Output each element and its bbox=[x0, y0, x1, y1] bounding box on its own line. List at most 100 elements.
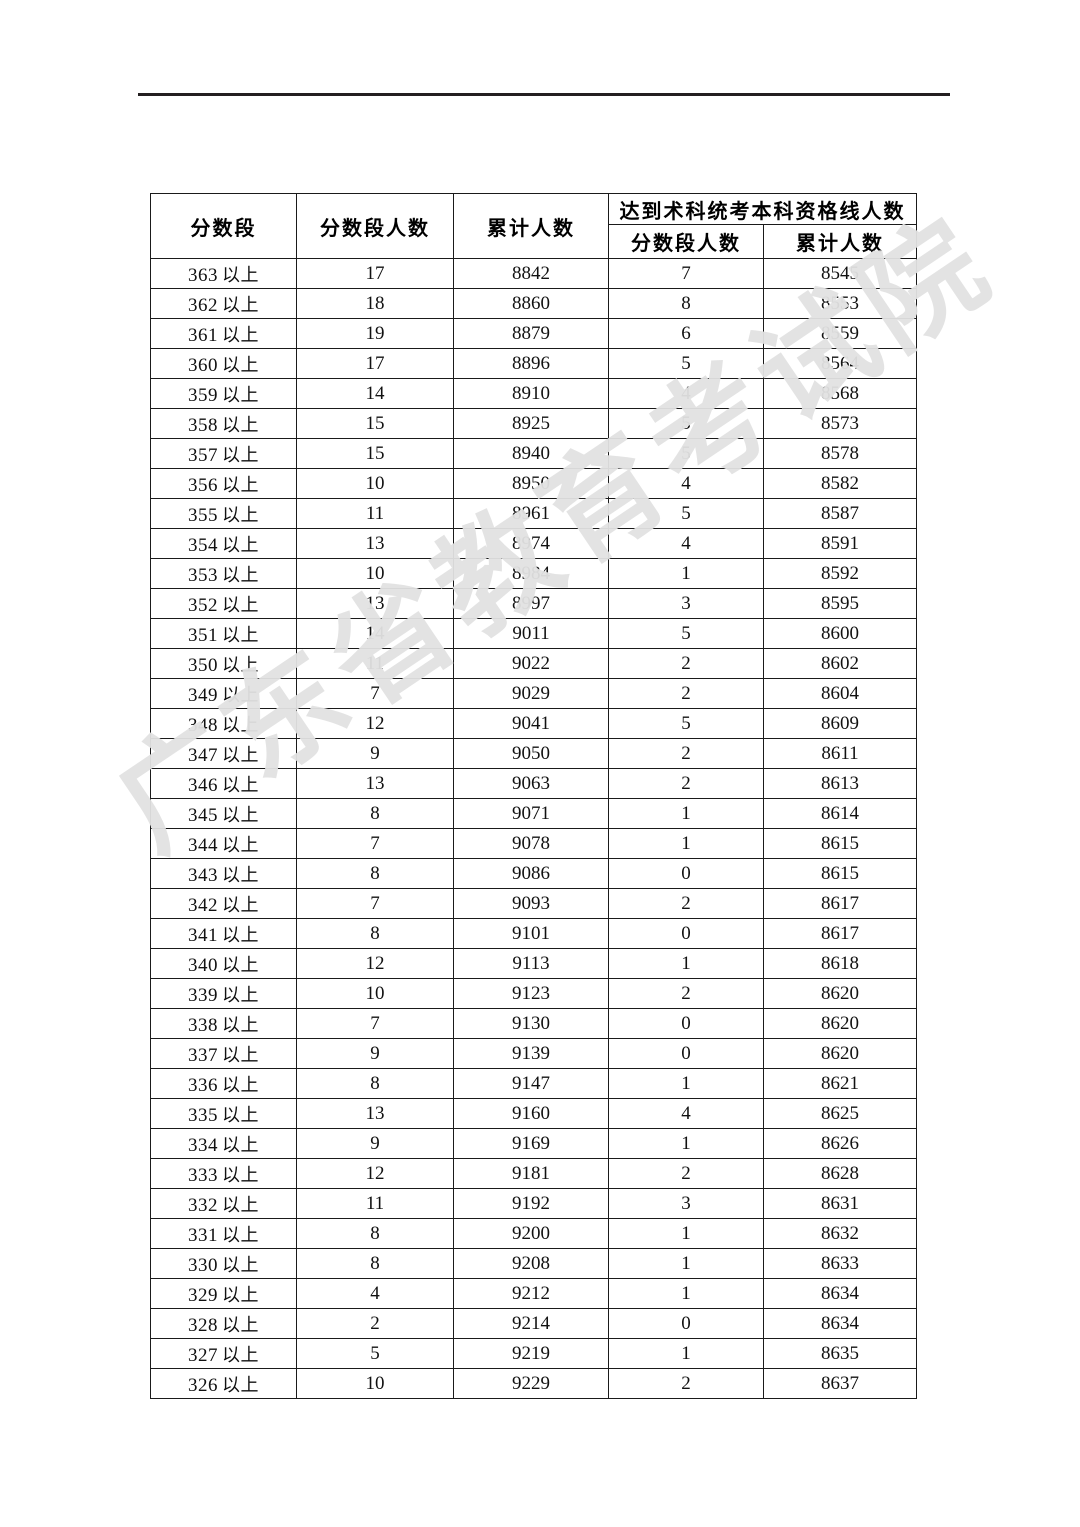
cell-segment-count: 10 bbox=[296, 1368, 454, 1399]
table-row: 338 以上 7 9130 0 8620 bbox=[150, 1008, 917, 1039]
cell-cumulative-count: 8860 bbox=[453, 288, 609, 319]
cell-qualified-cumulative-count: 8609 bbox=[763, 708, 917, 739]
cell-cumulative-count: 9050 bbox=[453, 738, 609, 769]
table-row: 332 以上 11 9192 3 8631 bbox=[150, 1188, 917, 1219]
cell-qualified-cumulative-count: 8573 bbox=[763, 408, 917, 439]
cell-qualified-segment-count: 1 bbox=[608, 1248, 764, 1279]
cell-score-band: 360 以上 bbox=[150, 348, 297, 379]
table-row: 354 以上 13 8974 4 8591 bbox=[150, 528, 917, 559]
cell-score-band: 362 以上 bbox=[150, 288, 297, 319]
cell-qualified-cumulative-count: 8625 bbox=[763, 1098, 917, 1129]
cell-qualified-segment-count: 0 bbox=[608, 1308, 764, 1339]
cell-segment-count: 15 bbox=[296, 438, 454, 469]
cell-qualified-cumulative-count: 8595 bbox=[763, 588, 917, 619]
cell-qualified-segment-count: 1 bbox=[608, 1338, 764, 1369]
score-band-suffix: 以上 bbox=[222, 1344, 259, 1365]
cell-qualified-segment-count: 2 bbox=[608, 738, 764, 769]
table-row: 341 以上 8 9101 0 8617 bbox=[150, 918, 917, 949]
score-band-suffix: 以上 bbox=[222, 1254, 259, 1275]
cell-segment-count: 9 bbox=[296, 1038, 454, 1069]
cell-score-band: 355 以上 bbox=[150, 498, 297, 529]
cell-qualified-segment-count: 2 bbox=[608, 978, 764, 1009]
cell-cumulative-count: 9212 bbox=[453, 1278, 609, 1309]
cell-cumulative-count: 8940 bbox=[453, 438, 609, 469]
cell-score-band: 328 以上 bbox=[150, 1308, 297, 1339]
cell-cumulative-count: 8997 bbox=[453, 588, 609, 619]
cell-segment-count: 10 bbox=[296, 468, 454, 499]
score-band-suffix: 以上 bbox=[222, 624, 259, 645]
cell-score-band: 350 以上 bbox=[150, 648, 297, 679]
cell-qualified-cumulative-count: 8587 bbox=[763, 498, 917, 529]
cell-segment-count: 14 bbox=[296, 378, 454, 409]
cell-qualified-cumulative-count: 8553 bbox=[763, 288, 917, 319]
score-band-suffix: 以上 bbox=[222, 654, 259, 675]
cell-cumulative-count: 8842 bbox=[453, 258, 609, 289]
cell-segment-count: 11 bbox=[296, 498, 454, 529]
score-band-suffix: 以上 bbox=[222, 1194, 259, 1215]
table-row: 333 以上 12 9181 2 8628 bbox=[150, 1158, 917, 1189]
cell-score-band: 351 以上 bbox=[150, 618, 297, 649]
table-row: 331 以上 8 9200 1 8632 bbox=[150, 1218, 917, 1249]
cell-qualified-segment-count: 1 bbox=[608, 558, 764, 589]
cell-score-band: 363 以上 bbox=[150, 258, 297, 289]
cell-qualified-cumulative-count: 8618 bbox=[763, 948, 917, 979]
cell-segment-count: 8 bbox=[296, 1218, 454, 1249]
page-header-rule bbox=[138, 93, 950, 96]
table-row: 360 以上 17 8896 5 8564 bbox=[150, 348, 917, 379]
table-row: 328 以上 2 9214 0 8634 bbox=[150, 1308, 917, 1339]
cell-qualified-cumulative-count: 8634 bbox=[763, 1278, 917, 1309]
score-distribution-table: 分数段 分数段人数 累计人数 达到术科统考本科资格线人数 分数段人数 累计人数 … bbox=[150, 193, 917, 1399]
cell-qualified-cumulative-count: 8582 bbox=[763, 468, 917, 499]
table-row: 351 以上 14 9011 5 8600 bbox=[150, 618, 917, 649]
score-band-suffix: 以上 bbox=[222, 1374, 259, 1395]
cell-qualified-cumulative-count: 8617 bbox=[763, 888, 917, 919]
cell-cumulative-count: 8974 bbox=[453, 528, 609, 559]
score-distribution-table-wrapper: 分数段 分数段人数 累计人数 达到术科统考本科资格线人数 分数段人数 累计人数 … bbox=[150, 193, 917, 1399]
cell-cumulative-count: 9101 bbox=[453, 918, 609, 949]
cell-qualified-cumulative-count: 8615 bbox=[763, 828, 917, 859]
score-band-suffix: 以上 bbox=[222, 924, 259, 945]
cell-cumulative-count: 9147 bbox=[453, 1068, 609, 1099]
cell-segment-count: 11 bbox=[296, 1188, 454, 1219]
table-row: 344 以上 7 9078 1 8615 bbox=[150, 828, 917, 859]
cell-score-band: 358 以上 bbox=[150, 408, 297, 439]
cell-qualified-segment-count: 3 bbox=[608, 588, 764, 619]
table-row: 357 以上 15 8940 5 8578 bbox=[150, 438, 917, 469]
cell-segment-count: 9 bbox=[296, 738, 454, 769]
cell-qualified-cumulative-count: 8611 bbox=[763, 738, 917, 769]
cell-cumulative-count: 9139 bbox=[453, 1038, 609, 1069]
cell-score-band: 341 以上 bbox=[150, 918, 297, 949]
cell-score-band: 332 以上 bbox=[150, 1188, 297, 1219]
table-row: 358 以上 15 8925 5 8573 bbox=[150, 408, 917, 439]
cell-score-band: 342 以上 bbox=[150, 888, 297, 919]
cell-qualified-segment-count: 1 bbox=[608, 948, 764, 979]
cell-score-band: 338 以上 bbox=[150, 1008, 297, 1039]
cell-qualified-segment-count: 2 bbox=[608, 768, 764, 799]
cell-qualified-segment-count: 5 bbox=[608, 618, 764, 649]
score-band-suffix: 以上 bbox=[222, 984, 259, 1005]
cell-segment-count: 12 bbox=[296, 708, 454, 739]
score-band-suffix: 以上 bbox=[222, 474, 259, 495]
cell-cumulative-count: 8896 bbox=[453, 348, 609, 379]
cell-score-band: 336 以上 bbox=[150, 1068, 297, 1099]
cell-segment-count: 19 bbox=[296, 318, 454, 349]
score-band-suffix: 以上 bbox=[222, 564, 259, 585]
cell-score-band: 326 以上 bbox=[150, 1368, 297, 1399]
cell-score-band: 346 以上 bbox=[150, 768, 297, 799]
cell-cumulative-count: 9192 bbox=[453, 1188, 609, 1219]
cell-segment-count: 7 bbox=[296, 888, 454, 919]
cell-cumulative-count: 9219 bbox=[453, 1338, 609, 1369]
score-band-suffix: 以上 bbox=[222, 1074, 259, 1095]
table-row: 342 以上 7 9093 2 8617 bbox=[150, 888, 917, 919]
table-row: 326 以上 10 9229 2 8637 bbox=[150, 1368, 917, 1399]
cell-score-band: 361 以上 bbox=[150, 318, 297, 349]
table-row: 335 以上 13 9160 4 8625 bbox=[150, 1098, 917, 1129]
score-band-suffix: 以上 bbox=[222, 1284, 259, 1305]
cell-qualified-cumulative-count: 8637 bbox=[763, 1368, 917, 1399]
score-band-suffix: 以上 bbox=[222, 864, 259, 885]
cell-segment-count: 2 bbox=[296, 1308, 454, 1339]
cell-segment-count: 10 bbox=[296, 558, 454, 589]
cell-qualified-cumulative-count: 8631 bbox=[763, 1188, 917, 1219]
score-band-suffix: 以上 bbox=[222, 894, 259, 915]
cell-cumulative-count: 8950 bbox=[453, 468, 609, 499]
